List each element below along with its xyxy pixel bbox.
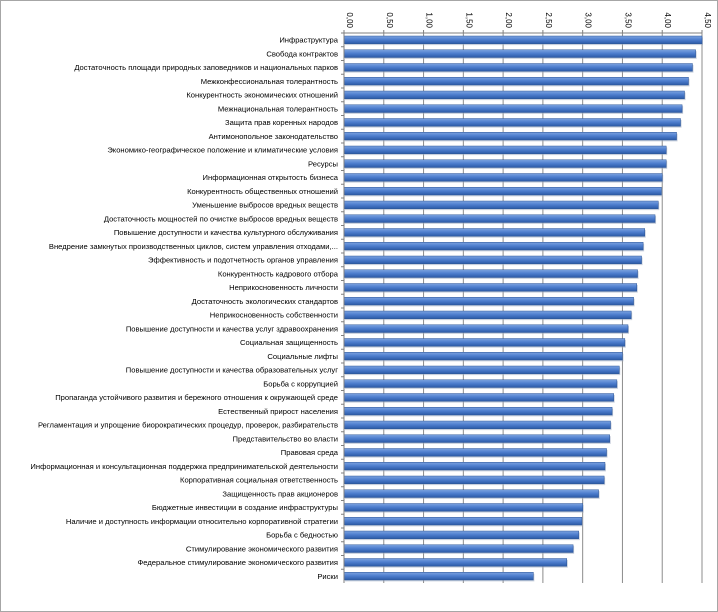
bars [343, 35, 703, 582]
category-label: Защита прав коренных народов [225, 118, 338, 127]
bar [343, 173, 663, 182]
category-label: Риски [317, 572, 338, 581]
bar [343, 228, 645, 237]
bar [343, 255, 642, 264]
bar [343, 49, 696, 58]
category-label: Стимулирование экономического развития [186, 544, 338, 553]
bar [343, 475, 605, 484]
tick-label: 0,50 [385, 12, 394, 28]
bar [343, 63, 693, 72]
tick-label: 2,00 [504, 12, 513, 28]
category-label: Антимонопольное законодательство [209, 132, 338, 141]
bar [343, 118, 681, 127]
category-label: Социальная защищенность [240, 338, 338, 347]
tick-label: 1,00 [425, 12, 434, 28]
tick-label: 3,50 [623, 12, 632, 28]
bar [343, 448, 607, 457]
category-label: Федеральное стимулирование экономическог… [138, 558, 338, 567]
bar [343, 503, 583, 512]
tick-label: 4,50 [703, 12, 712, 28]
bar [343, 407, 613, 416]
category-label: Регламентация и упрощение биорократическ… [38, 421, 338, 430]
bar [343, 379, 618, 388]
bar [343, 283, 638, 292]
category-label: Конкурентность общественных отношений [187, 187, 338, 196]
category-label: Достаточность площади природных заповедн… [74, 63, 338, 72]
bar [343, 365, 620, 374]
bar [343, 544, 574, 553]
bar [343, 90, 685, 99]
bar [343, 324, 629, 333]
category-label: Борьба с коррупцией [263, 379, 338, 388]
category-labels: Инфраструктура Свобода контрактов Достаточ… [30, 36, 338, 581]
category-label: Борьба с бедностью [266, 531, 338, 540]
category-label: Межнациональная толерантность [218, 104, 338, 113]
bar [343, 462, 606, 471]
category-label: Правовая среда [281, 448, 339, 457]
bar [343, 214, 656, 223]
category-label: Социальные лифты [267, 352, 338, 361]
category-label: Корпоративная социальная ответственность [180, 476, 338, 485]
tick-label: 1,50 [464, 12, 473, 28]
bar [343, 145, 667, 154]
bar [343, 420, 611, 429]
category-label: Информационная открытость бизнеса [203, 173, 339, 182]
category-label: Бюджетные инвестиции в создание инфрастр… [152, 503, 338, 512]
bar [343, 104, 683, 113]
tick-label: 0,00 [345, 12, 354, 28]
gridlines [383, 33, 703, 583]
bar [343, 572, 534, 581]
bar [343, 269, 638, 278]
category-label: Наличие и доступность информации относит… [66, 517, 338, 526]
category-label: Инфраструктура [279, 36, 338, 45]
category-label: Межконфессиональная толерантность [201, 77, 338, 86]
category-label: Неприкосновенность собственности [210, 311, 338, 320]
bar [343, 159, 667, 168]
bar [343, 77, 689, 86]
category-label: Естественный прирост населения [218, 407, 338, 416]
category-label: Ресурсы [308, 159, 338, 168]
category-label: Уменьшение выбросов вредных веществ [192, 201, 338, 210]
bar [343, 434, 610, 443]
bar [343, 132, 677, 141]
category-label: Представительство во власти [233, 434, 338, 443]
bar [343, 200, 659, 209]
category-label: Достаточность мощностей по очистке выбро… [104, 214, 338, 223]
category-label: Экономико-географическое положение и кли… [107, 146, 338, 155]
category-label: Повышение доступности и качества услуг з… [126, 324, 338, 333]
category-label: Конкурентность кадрового отбора [218, 269, 339, 278]
tick-label: 2,50 [544, 12, 553, 28]
bar [343, 310, 632, 319]
bar [343, 393, 614, 402]
category-label: Неприкосновенность личности [229, 283, 338, 292]
bar [343, 187, 662, 196]
category-label: Конкурентность экономических отношений [186, 91, 338, 100]
bar [343, 242, 644, 251]
tick-labels: 0,00 0,50 1,00 1,50 2,00 2,50 3,00 3,50 4,00 4,50 [345, 12, 712, 28]
bar [343, 558, 568, 567]
category-label: Защищенность прав акционеров [222, 489, 338, 498]
category-label: Внедрение замкнутых производственных цик… [49, 242, 338, 251]
tick-label: 3,00 [584, 12, 593, 28]
bar [343, 338, 626, 347]
category-label: Пропаганда устойчивого развития и бережн… [55, 393, 338, 402]
category-label: Информационная и консультационная поддер… [30, 462, 338, 471]
bar [343, 297, 634, 306]
bar [343, 489, 599, 498]
bar [343, 517, 583, 526]
category-label: Эффективность и подотчетность органов уп… [148, 256, 338, 265]
category-label: Свобода контрактов [266, 49, 338, 58]
tick-label: 4,00 [663, 12, 672, 28]
bar [343, 530, 579, 539]
category-label: Повышение доступности и качества образов… [126, 366, 338, 375]
category-label: Достаточность экологических стандартов [192, 297, 338, 306]
bar [343, 352, 623, 361]
axes [341, 30, 703, 583]
category-label: Повышение доступности и качества культур… [114, 228, 338, 237]
bar [343, 35, 703, 44]
